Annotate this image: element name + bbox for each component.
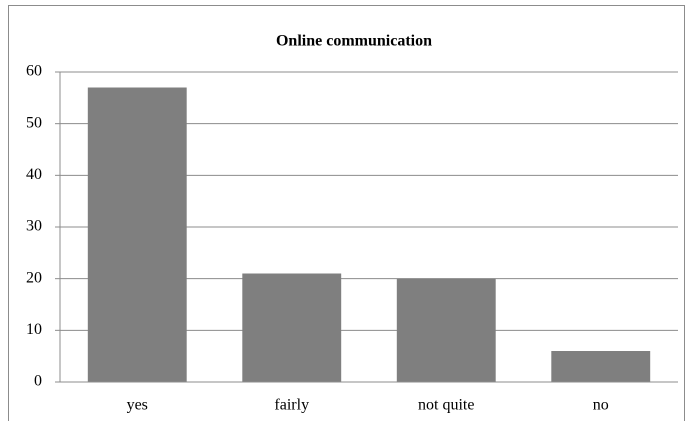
x-tick-label: fairly — [274, 397, 309, 414]
x-tick-label: yes — [127, 397, 148, 414]
chart-frame — [8, 5, 685, 421]
x-tick-label: not quite — [418, 397, 474, 414]
x-tick-label: no — [593, 397, 609, 414]
y-tick-label: 30 — [26, 218, 42, 235]
bar — [396, 278, 496, 382]
bar — [551, 351, 651, 382]
y-tick-label: 0 — [34, 373, 42, 390]
chart-title: Online communication — [276, 33, 432, 50]
y-tick-label: 50 — [26, 114, 42, 131]
y-tick-label: 60 — [26, 63, 42, 80]
bar — [87, 87, 187, 382]
y-tick-label: 10 — [26, 321, 42, 338]
bar — [242, 273, 342, 382]
y-tick-label: 20 — [26, 269, 42, 286]
y-tick-label: 40 — [26, 166, 42, 183]
